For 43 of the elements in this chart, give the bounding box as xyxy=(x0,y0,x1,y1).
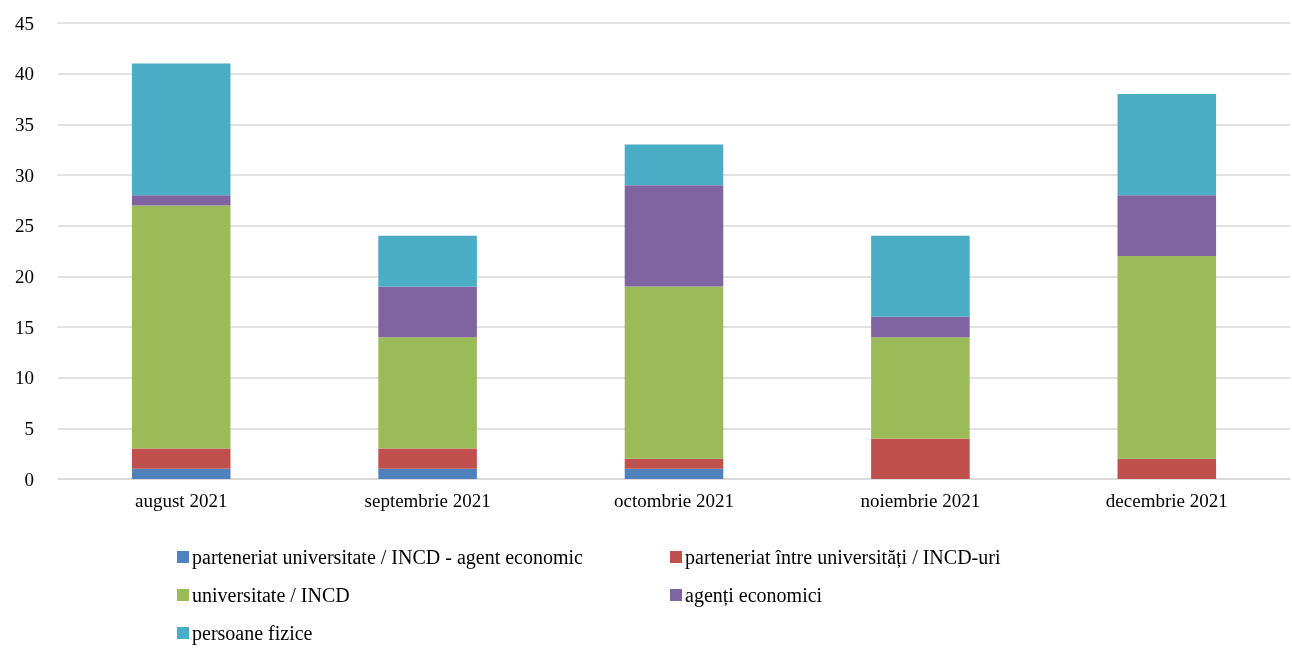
x-tick-label: octombrie 2021 xyxy=(614,490,734,511)
bar xyxy=(1117,93,1217,196)
legend-label: parteneriat universitate / INCD - agent economic xyxy=(192,546,584,569)
bar xyxy=(871,438,970,479)
y-tick-label: 5 xyxy=(24,417,34,439)
bar xyxy=(624,144,724,186)
bar xyxy=(378,286,477,338)
bar xyxy=(871,337,970,439)
x-tick-label: august 2021 xyxy=(135,490,228,511)
bar xyxy=(131,195,231,206)
legend-label: persoane fizice xyxy=(192,622,313,645)
x-tick-label: noiembrie 2021 xyxy=(860,490,981,511)
bar xyxy=(624,286,724,459)
bar xyxy=(378,468,477,479)
y-tick-label: 20 xyxy=(15,265,34,287)
bar xyxy=(378,235,477,287)
bar xyxy=(871,316,970,338)
y-tick-label: 0 xyxy=(24,468,34,490)
y-tick-label: 25 xyxy=(15,215,34,237)
bar xyxy=(378,337,477,449)
legend-label: parteneriat între universități / INCD-uri xyxy=(685,546,1001,569)
legend-label: universitate / INCD xyxy=(192,584,350,606)
bar xyxy=(1117,195,1217,257)
bar xyxy=(378,448,477,469)
x-tick-label: septembrie 2021 xyxy=(364,490,491,511)
bar xyxy=(1117,458,1217,479)
bar xyxy=(131,448,231,469)
bar xyxy=(624,185,724,287)
y-tick-label: 40 xyxy=(15,63,34,85)
bar xyxy=(1117,256,1217,459)
y-tick-label: 30 xyxy=(15,164,34,186)
y-tick-label: 45 xyxy=(15,12,34,34)
y-tick-label: 15 xyxy=(15,316,34,338)
bar xyxy=(624,468,724,479)
y-tick-label: 10 xyxy=(15,367,34,389)
bar xyxy=(624,458,724,469)
bar xyxy=(131,63,231,196)
bar xyxy=(871,235,970,317)
legend-label: agenți economici xyxy=(685,584,823,607)
x-tick-label: decembrie 2021 xyxy=(1105,490,1228,511)
y-tick-label: 35 xyxy=(15,113,34,135)
bar xyxy=(131,468,231,479)
bar xyxy=(131,205,231,449)
